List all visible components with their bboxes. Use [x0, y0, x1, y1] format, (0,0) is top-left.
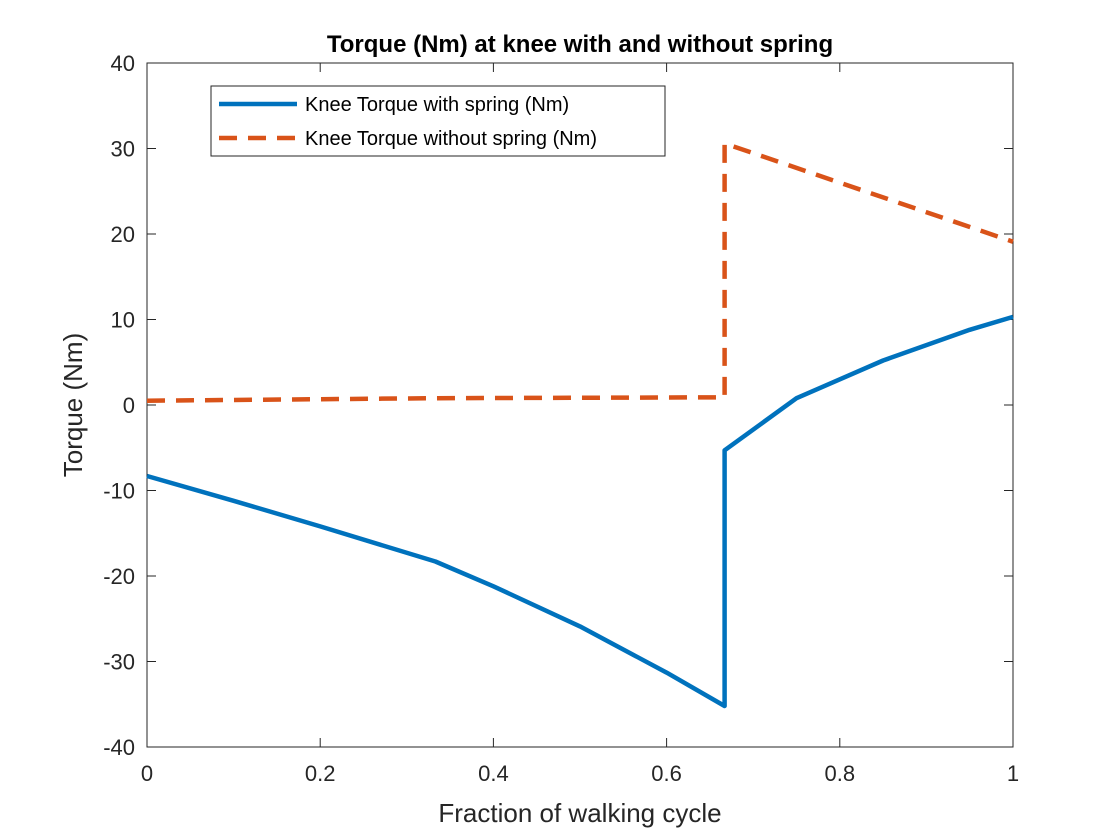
axis-ticks: 0 0.2 0.4 0.6 0.8 1 -40 -30 -20 -10 0 10 20 30 40 [103, 51, 1019, 786]
x-tick-label: 0.8 [825, 761, 856, 786]
y-tick-label: -30 [103, 650, 135, 675]
y-tick-label: -10 [103, 479, 135, 504]
y-tick-label: 0 [123, 393, 135, 418]
x-tick-label: 1 [1007, 761, 1019, 786]
axes-box [146, 62, 1014, 748]
x-tick-label: 0.2 [305, 761, 336, 786]
x-tick-label: 0 [141, 761, 153, 786]
legend-label: Knee Torque without spring (Nm) [305, 128, 597, 150]
y-tick-label: -20 [103, 564, 135, 589]
series-line-without-spring [146, 141, 1014, 403]
y-tick-label: 20 [111, 222, 135, 247]
series-line-with-spring [146, 314, 1014, 709]
y-tick-label: 10 [111, 308, 135, 333]
legend: Knee Torque with spring (Nm) Knee Torque … [210, 85, 666, 157]
legend-box [210, 85, 666, 157]
legend-label: Knee Torque with spring (Nm) [305, 94, 569, 116]
y-tick-label: 40 [111, 51, 135, 76]
x-tick-label: 0.4 [478, 761, 509, 786]
x-axis-label: Fraction of walking cycle [438, 798, 721, 828]
y-tick-label: 30 [111, 137, 135, 162]
chart-title: Torque (Nm) at knee with and without spr… [327, 31, 833, 58]
x-tick-label: 0.6 [651, 761, 682, 786]
y-tick-label: -40 [103, 735, 135, 760]
y-axis-label: Torque (Nm) [58, 333, 88, 477]
series-lines [146, 141, 1014, 709]
plot-area [146, 62, 1014, 748]
